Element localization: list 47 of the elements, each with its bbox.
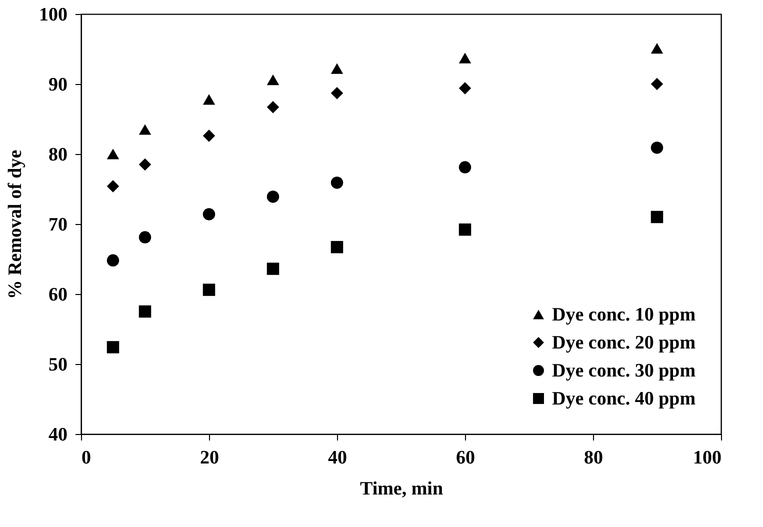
point	[202, 284, 216, 296]
y-tick-label: 100	[39, 4, 68, 26]
legend-label: Dye conc. 30 ppm	[552, 360, 696, 382]
point	[458, 161, 472, 174]
point	[650, 42, 664, 54]
point	[106, 148, 120, 160]
x-tick-label: 60	[456, 448, 475, 468]
point	[330, 86, 344, 100]
point	[266, 100, 280, 114]
point	[330, 63, 344, 74]
point	[202, 130, 216, 142]
point	[266, 74, 280, 86]
x-axis-title: Time, min	[360, 478, 444, 500]
legend-label: Dye conc. 10 ppm	[552, 304, 696, 326]
y-axis-title: % Removal of dye	[5, 150, 26, 300]
point	[458, 52, 472, 64]
point	[106, 180, 120, 192]
point	[138, 305, 152, 318]
point	[458, 223, 472, 236]
point	[106, 341, 120, 354]
point	[106, 254, 120, 267]
legend-label: Dye conc. 20 ppm	[552, 332, 696, 354]
x-tick-label: 80	[584, 448, 603, 468]
point	[650, 210, 664, 224]
point	[266, 190, 280, 203]
y-tick-label: 70	[48, 214, 68, 236]
x-tick-label: 0	[82, 448, 91, 468]
x-tick-label: 40	[328, 448, 347, 468]
point	[266, 262, 280, 275]
x-tick-label: 20	[200, 448, 219, 468]
y-tick-label: 60	[48, 284, 68, 306]
y-tick-label: 80	[48, 144, 68, 166]
point	[138, 158, 152, 171]
point	[138, 231, 152, 244]
point	[458, 82, 472, 94]
x-tick-label: 100	[693, 448, 722, 468]
point	[650, 78, 664, 90]
point	[330, 240, 344, 254]
y-tick-label: 90	[48, 74, 68, 96]
point	[202, 208, 216, 220]
y-tick-label: 40	[48, 424, 68, 446]
legend-label: Dye conc. 40 ppm	[552, 388, 696, 410]
point	[202, 94, 216, 105]
y-tick-label: 50	[48, 354, 68, 376]
point	[650, 142, 664, 154]
point	[330, 176, 344, 189]
point	[138, 124, 152, 135]
